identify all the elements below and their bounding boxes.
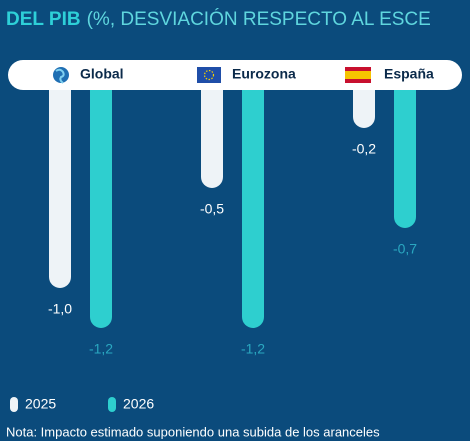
- bar: [242, 66, 264, 328]
- legend-label: 2025: [25, 396, 56, 412]
- note: Nota: Impacto estimado suponiendo una su…: [6, 424, 380, 439]
- title-bold: DEL PIB: [6, 9, 81, 30]
- category-labels: Global Eurozona España: [80, 66, 434, 82]
- value-label: -0,7: [393, 241, 417, 257]
- bar: [90, 66, 112, 328]
- legend-label: 2026: [123, 396, 154, 412]
- category-label: Eurozona: [232, 66, 296, 82]
- category-label: Global: [80, 66, 124, 82]
- bar: [201, 66, 223, 188]
- value-label: -0,5: [200, 201, 224, 217]
- bar: [394, 66, 416, 228]
- legend-swatch: [108, 397, 116, 412]
- value-label: -1,0: [48, 301, 72, 317]
- eu-stars: [203, 69, 215, 81]
- value-label: -0,2: [352, 141, 376, 157]
- chart-title: DEL PIB (%, DESVIACIÓN RESPECTO AL ESCE: [6, 8, 431, 30]
- eu-flag: [197, 67, 221, 83]
- bar: [49, 66, 71, 288]
- value-label: -1,2: [241, 341, 265, 357]
- category-label: España: [384, 66, 434, 82]
- es-flag-band: [345, 71, 371, 79]
- value-label: -1,2: [89, 341, 113, 357]
- bars: [49, 66, 416, 328]
- globe-land: [55, 68, 65, 84]
- title-rest: (%, DESVIACIÓN RESPECTO AL ESCE: [87, 8, 431, 30]
- legend-swatch: [10, 397, 18, 412]
